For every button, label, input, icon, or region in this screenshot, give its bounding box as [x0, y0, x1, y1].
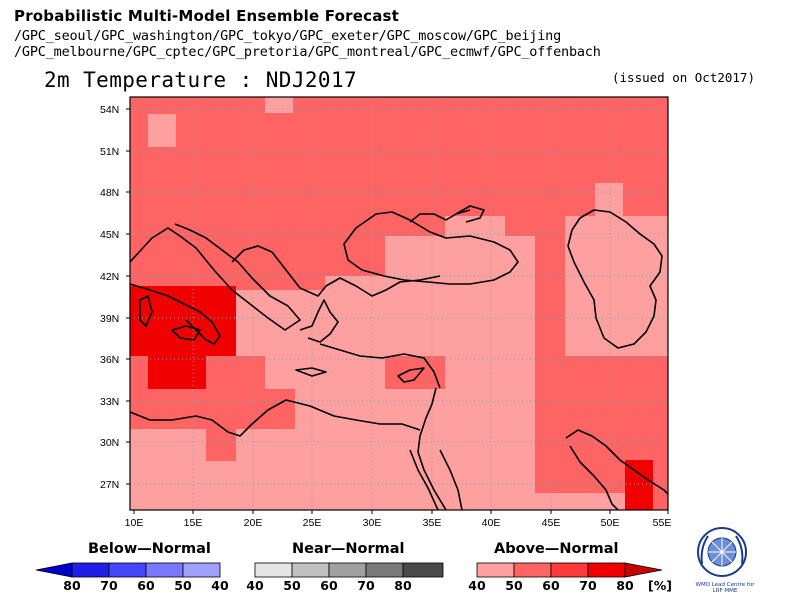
cell-light: [236, 290, 326, 356]
map-frame: [129, 96, 669, 511]
coast-turkey-south: [319, 343, 441, 389]
cell-strong: [148, 356, 206, 389]
cell-light: [535, 460, 625, 493]
coast-black-sea: [343, 211, 519, 285]
lon-label: 55E: [653, 517, 672, 529]
lon-label: 30E: [363, 517, 382, 529]
legend-near-label: 70: [357, 578, 375, 593]
coast-italy-tyrrhenian: [129, 283, 221, 345]
cell-strong: [625, 460, 653, 510]
cell-medium: [385, 356, 445, 389]
legend-above-label: 40: [468, 578, 486, 593]
cell-light: [148, 114, 176, 147]
cell-light: [265, 97, 293, 113]
coast-caspian: [567, 209, 663, 349]
lat-label: 51N: [100, 146, 119, 158]
coast-gulf: [565, 429, 669, 495]
coast-red-sea-west: [409, 449, 439, 511]
cell-light: [325, 276, 535, 356]
cell-medium: [206, 429, 236, 461]
coast-greece: [299, 299, 339, 343]
cell-light: [130, 429, 535, 510]
cell-light: [565, 216, 668, 356]
lat-label: 45N: [100, 229, 119, 241]
lat-label: 39N: [100, 313, 119, 325]
models-line-1: /GPC_seoul/GPC_washington/GPC_tokyo/GPC_…: [14, 28, 562, 44]
lon-label: 20E: [244, 517, 263, 529]
coast-cyprus: [397, 367, 425, 383]
lat-label: 36N: [100, 354, 119, 366]
lat-label: 33N: [100, 396, 119, 408]
legend-unit-label: [%]: [648, 578, 672, 593]
coast-arabia-gulf: [569, 445, 619, 511]
lon-label: 15E: [184, 517, 203, 529]
legend-below-label: 70: [100, 578, 118, 593]
cell-medium: [535, 356, 668, 460]
page-title: Probabilistic Multi-Model Ensemble Forec…: [14, 7, 400, 25]
logo-caption: WMO Lead Centre for LRF MME: [695, 582, 755, 594]
legend-near-label: 50: [283, 578, 301, 593]
lon-label: 10E: [125, 517, 144, 529]
coastlines: [129, 205, 669, 511]
lat-label: 54N: [100, 104, 119, 116]
legend-below-label: 60: [137, 578, 155, 593]
colorbar-above: [476, 562, 663, 578]
colorbar-below: [35, 562, 221, 578]
lat-label: 27N: [100, 479, 119, 491]
lon-label: 35E: [423, 517, 442, 529]
coast-azov: [455, 205, 485, 223]
map-gridlines: [130, 97, 668, 510]
issued-date: (issued on Oct2017): [612, 70, 755, 85]
coast-balkans: [231, 245, 441, 297]
legend-above-label: 60: [542, 578, 560, 593]
lat-label: 30N: [100, 437, 119, 449]
legend-below-title: Below—Normal: [88, 541, 211, 557]
legend-near-label: 40: [246, 578, 264, 593]
colorbar-below-arrow: [35, 562, 73, 578]
legend-below-label: 80: [63, 578, 81, 593]
lat-label: 42N: [100, 271, 119, 283]
lon-label: 45E: [542, 517, 561, 529]
colorbar-above-arrow: [624, 562, 663, 578]
legend-below-label: 40: [211, 578, 229, 593]
coast-italy-adriatic: [129, 223, 301, 331]
legend-above-title: Above—Normal: [494, 541, 619, 557]
models-line-2: /GPC_melbourne/GPC_cptec/GPC_pretoria/GP…: [14, 44, 601, 60]
coast-levant: [417, 387, 447, 511]
colorbar-near: [254, 562, 444, 578]
legend-near-label: 60: [320, 578, 338, 593]
lon-label: 25E: [303, 517, 322, 529]
legend-above-label: 50: [505, 578, 523, 593]
legend-above-label: 70: [579, 578, 597, 593]
coast-north-africa: [129, 399, 421, 437]
lon-label: 50E: [601, 517, 620, 529]
legend-near-title: Near—Normal: [292, 541, 405, 557]
wmo-logo-icon: [697, 527, 747, 577]
coast-crete: [295, 367, 327, 377]
lat-label: 48N: [100, 187, 119, 199]
legend-above-label: 80: [616, 578, 634, 593]
coast-red-sea-east: [439, 449, 463, 511]
coast-sardinia: [139, 295, 153, 327]
legend-near-label: 80: [394, 578, 412, 593]
legend-below-label: 50: [174, 578, 192, 593]
variable-title: 2m Temperature : NDJ2017: [44, 68, 358, 92]
cell-light: [505, 493, 625, 510]
lon-label: 40E: [482, 517, 501, 529]
coast-sicily: [171, 325, 201, 341]
cell-medium: [535, 256, 565, 320]
probability-cells: [130, 97, 668, 510]
